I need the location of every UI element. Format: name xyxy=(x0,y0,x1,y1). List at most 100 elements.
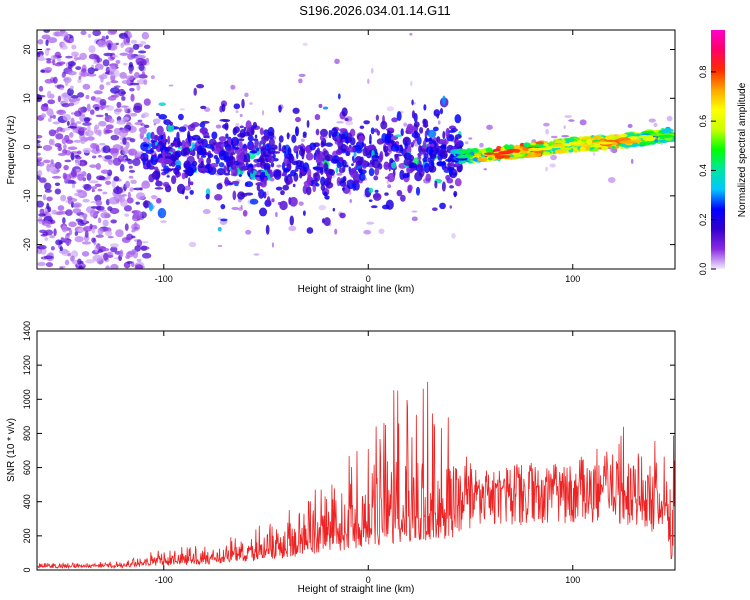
spectrogram-blob xyxy=(449,166,452,177)
spectrogram-blob xyxy=(432,126,439,132)
spectrogram-blob xyxy=(120,128,130,134)
spectrogram-blob xyxy=(439,202,446,210)
spectrogram-blob xyxy=(420,148,427,155)
spectrogram-blob xyxy=(142,143,150,148)
spectrogram-blob xyxy=(110,219,118,224)
spectrogram-blob xyxy=(131,235,136,239)
spectrogram-blob xyxy=(278,105,282,113)
spectrogram-blob xyxy=(88,53,99,60)
spectrogram-blob xyxy=(148,202,154,212)
spectrogram-blob xyxy=(67,87,74,96)
spectrogram-blob xyxy=(437,120,441,125)
spectrogram-blob xyxy=(69,85,74,90)
spectrogram-blob xyxy=(54,188,62,195)
spectrogram-blob xyxy=(339,212,346,219)
spectrogram-blob xyxy=(339,180,347,187)
spectrogram-blob xyxy=(225,133,229,139)
spectrogram-blob xyxy=(119,163,125,172)
spectrogram-blob xyxy=(202,209,211,215)
spectrogram-blob xyxy=(454,178,462,187)
spectrogram-blob xyxy=(249,150,258,154)
spectrogram-blob xyxy=(523,142,530,147)
spectrogram-blob xyxy=(47,206,52,213)
spectrogram-blob xyxy=(227,164,231,174)
spectrogram-blob xyxy=(46,90,52,99)
spectrogram-blob xyxy=(39,208,45,215)
spectrogram-blob xyxy=(361,141,365,147)
spectrogram-blob xyxy=(177,113,184,121)
spectrogram-blob xyxy=(298,73,306,77)
spectrogram-blob xyxy=(127,52,135,60)
spectrogram-blob xyxy=(334,58,340,65)
spectrogram-blob xyxy=(142,156,146,166)
spectrogram-blob xyxy=(253,164,257,168)
spectrogram-blob xyxy=(368,167,375,177)
spectrogram-blob xyxy=(43,255,54,260)
spectrogram-blob xyxy=(190,150,194,154)
spectrogram-blob xyxy=(312,184,317,193)
spectrogram-blob xyxy=(75,218,83,222)
spectrogram-blob xyxy=(245,120,252,130)
spectrogram-blob xyxy=(112,148,120,154)
spectrogram-blob xyxy=(60,194,67,202)
spectrogram-blob xyxy=(220,218,228,222)
spectrogram-blob xyxy=(133,211,143,220)
spectrogram-blob xyxy=(70,112,75,115)
spectrogram-blob xyxy=(219,118,228,122)
spectrogram-blob xyxy=(38,85,44,92)
spectrogram-blob xyxy=(286,165,292,169)
spectrogram-blob xyxy=(75,98,81,101)
spectrogram-blob xyxy=(292,183,296,188)
spectrogram-blob xyxy=(104,213,111,219)
spectrogram-blob xyxy=(136,258,142,263)
spectrogram-blob xyxy=(367,78,370,85)
spectrogram-blob xyxy=(90,200,98,204)
spectrogram-blob xyxy=(273,169,282,180)
spectrogram-blob xyxy=(318,103,323,109)
spectrogram-blob xyxy=(369,140,372,145)
spectrogram-blob xyxy=(353,181,360,191)
spectrogram-blob xyxy=(282,184,290,191)
spectrogram-blob xyxy=(330,158,339,164)
spectrogram-blob xyxy=(306,186,312,196)
spectrogram-blob xyxy=(419,127,424,134)
spectrogram-blob xyxy=(347,146,357,153)
spectrogram-blob xyxy=(42,231,49,236)
spectrogram-blob xyxy=(119,71,127,79)
spectrogram-blob xyxy=(355,162,359,168)
snr-y-tick-label: 1200 xyxy=(22,355,32,375)
spectrogram-blob xyxy=(80,136,90,142)
spectrogram-blob xyxy=(358,169,367,175)
spectrogram-blob xyxy=(150,195,158,200)
spectrogram-blob xyxy=(124,180,130,189)
spectrogram-blob xyxy=(57,205,65,211)
spectrogram-blob xyxy=(244,181,254,188)
spectrogram-blob xyxy=(395,153,398,159)
spectrogram-blob xyxy=(37,139,41,144)
spectrogram-blob xyxy=(122,137,127,145)
spectrogram-blob xyxy=(319,128,328,137)
spectrogram-blob xyxy=(107,206,113,211)
spectrogram-blob xyxy=(351,180,360,184)
spectrogram-blob xyxy=(262,153,268,158)
spectrogram-blob xyxy=(288,225,297,232)
spectrogram-blob xyxy=(59,87,64,91)
spectrogram-blob xyxy=(123,105,128,114)
spectrogram-blob xyxy=(135,201,140,205)
spectrogram-blob xyxy=(373,192,382,201)
spectrogram-blob xyxy=(140,240,149,244)
spectrogram-blob xyxy=(550,154,557,161)
snr-x-tick-label: 0 xyxy=(366,575,371,585)
spectrogram-blob xyxy=(155,112,160,117)
spectrogram-blob xyxy=(618,140,637,144)
spectrogram-blob xyxy=(72,208,82,214)
spectrogram-blob xyxy=(433,109,441,117)
spectrogram-blob xyxy=(417,152,422,157)
spectrogram-blob xyxy=(98,154,102,158)
spectrogram-blob xyxy=(129,87,135,92)
spectrogram-blob xyxy=(592,135,602,141)
spectrogram-blob xyxy=(37,244,47,250)
spectrogram-blob xyxy=(434,180,438,189)
spectrogram-blob xyxy=(196,145,205,156)
spectrogram-blob xyxy=(564,115,572,118)
